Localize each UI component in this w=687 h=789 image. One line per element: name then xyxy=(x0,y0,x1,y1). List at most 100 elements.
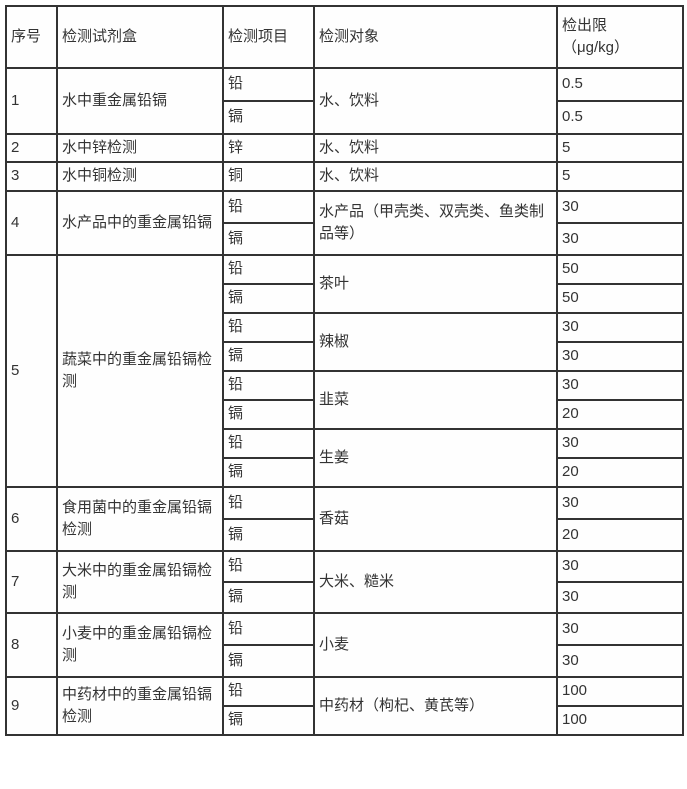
cell-item: 镉 xyxy=(222,705,315,736)
cell-seq: 6 xyxy=(5,486,58,552)
cell-item: 铅 xyxy=(222,370,315,401)
cell-kit-name: 水中锌检测 xyxy=(56,133,224,163)
table-row: 6 食用菌中的重金属铅镉检测 铅 香菇 30 xyxy=(5,486,684,552)
cell-item: 铅 xyxy=(222,312,315,343)
cell-seq: 8 xyxy=(5,612,58,678)
table-row: 7 大米中的重金属铅镉检测 铅 大米、糙米 30 xyxy=(5,550,684,614)
cell-item: 镉 xyxy=(222,341,315,372)
cell-limit: 20 xyxy=(556,457,684,488)
cell-limit: 0.5 xyxy=(556,67,684,102)
limit-header-unit: （μg/kg） xyxy=(562,39,629,56)
cell-item: 铅 xyxy=(222,254,315,285)
cell-limit: 30 xyxy=(556,644,684,678)
cell-item: 铜 xyxy=(222,161,315,192)
cell-limit: 30 xyxy=(556,370,684,401)
cell-target: 水、饮料 xyxy=(313,161,558,192)
cell-item: 镉 xyxy=(222,644,315,678)
cell-item: 铅 xyxy=(222,67,315,102)
cell-kit-name: 水产品中的重金属铅镉 xyxy=(56,190,224,256)
cell-limit: 30 xyxy=(556,341,684,372)
cell-item: 镉 xyxy=(222,100,315,135)
cell-item: 镉 xyxy=(222,283,315,314)
cell-limit: 5 xyxy=(556,133,684,163)
cell-limit: 100 xyxy=(556,676,684,707)
cell-target: 小麦 xyxy=(313,612,558,678)
cell-target: 茶叶 xyxy=(313,254,558,314)
table-row: 4 水产品中的重金属铅镉 铅 水产品（甲壳类、双壳类、鱼类制品等） 30 xyxy=(5,190,684,256)
table-row: 镉 30 xyxy=(6,341,684,372)
cell-limit: 20 xyxy=(556,518,684,552)
cell-limit: 100 xyxy=(556,705,684,736)
cell-item: 铅 xyxy=(222,428,315,459)
table-row: 铅 生姜 30 xyxy=(6,428,684,488)
table-row: 铅 辣椒 30 xyxy=(6,312,684,372)
cell-seq: 5 xyxy=(5,254,58,488)
cell-seq: 4 xyxy=(5,190,58,256)
cell-target: 辣椒 xyxy=(313,312,558,372)
cell-kit-name: 食用菌中的重金属铅镉检测 xyxy=(56,486,224,552)
cell-item: 镉 xyxy=(222,457,315,488)
cell-limit: 30 xyxy=(556,222,684,256)
cell-target: 水、饮料 xyxy=(313,67,558,135)
table-row: 镉 0.5 xyxy=(6,100,684,135)
table-row: 镉 30 xyxy=(6,644,684,678)
cell-target: 中药材（枸杞、黄芪等） xyxy=(313,676,558,736)
cell-target: 韭菜 xyxy=(313,370,558,430)
header-row: 序号 检测试剂盒 检测项目 检测对象 检出限 （μg/kg） xyxy=(5,5,684,69)
table-row: 3 水中铜检测 铜 水、饮料 5 xyxy=(5,161,684,192)
cell-item: 铅 xyxy=(222,676,315,707)
table-row: 镉 50 xyxy=(6,283,684,314)
col-header-item: 检测项目 xyxy=(222,5,315,69)
cell-item: 镉 xyxy=(222,222,315,256)
table-row: 镉 20 xyxy=(6,457,684,488)
cell-target: 水、饮料 xyxy=(313,133,558,163)
table-row: 镉 100 xyxy=(6,705,684,736)
cell-limit: 30 xyxy=(556,581,684,614)
table-row: 镉 30 xyxy=(6,222,684,256)
cell-limit: 20 xyxy=(556,399,684,430)
cell-limit: 30 xyxy=(556,550,684,583)
table-row: 2 水中锌检测 锌 水、饮料 5 xyxy=(5,133,684,163)
cell-item: 镉 xyxy=(222,581,315,614)
cell-seq: 3 xyxy=(5,161,58,192)
cell-limit: 30 xyxy=(556,428,684,459)
cell-limit: 5 xyxy=(556,161,684,192)
table-row: 8 小麦中的重金属铅镉检测 铅 小麦 30 xyxy=(5,612,684,678)
table-row: 镉 30 xyxy=(6,581,684,614)
table-row: 9 中药材中的重金属铅镉检测 铅 中药材（枸杞、黄芪等） 100 xyxy=(5,676,684,736)
cell-kit-name: 水中重金属铅镉 xyxy=(56,67,224,135)
cell-target: 水产品（甲壳类、双壳类、鱼类制品等） xyxy=(313,190,558,256)
cell-item: 铅 xyxy=(222,190,315,224)
cell-limit: 30 xyxy=(556,190,684,224)
col-header-target: 检测对象 xyxy=(313,5,558,69)
cell-item: 镉 xyxy=(222,518,315,552)
cell-seq: 2 xyxy=(5,133,58,163)
cell-kit-name: 蔬菜中的重金属铅镉检测 xyxy=(56,254,224,488)
cell-limit: 30 xyxy=(556,312,684,343)
cell-limit: 0.5 xyxy=(556,100,684,135)
cell-kit-name: 大米中的重金属铅镉检测 xyxy=(56,550,224,614)
cell-target: 生姜 xyxy=(313,428,558,488)
table-row: 镉 20 xyxy=(6,399,684,430)
col-header-limit: 检出限 （μg/kg） xyxy=(556,5,684,69)
detection-kits-table: 序号 检测试剂盒 检测项目 检测对象 检出限 （μg/kg） 1 水中重金属铅镉… xyxy=(5,5,684,736)
col-header-kit: 检测试剂盒 xyxy=(56,5,224,69)
table-row: 镉 20 xyxy=(6,518,684,552)
cell-item: 铅 xyxy=(222,550,315,583)
table-row: 1 水中重金属铅镉 铅 水、饮料 0.5 xyxy=(5,67,684,135)
cell-kit-name: 水中铜检测 xyxy=(56,161,224,192)
cell-target: 大米、糙米 xyxy=(313,550,558,614)
cell-target: 香菇 xyxy=(313,486,558,552)
cell-seq: 7 xyxy=(5,550,58,614)
cell-limit: 30 xyxy=(556,612,684,646)
limit-header-title: 检出限 xyxy=(562,16,608,34)
cell-seq: 1 xyxy=(5,67,58,135)
cell-item: 镉 xyxy=(222,399,315,430)
cell-kit-name: 中药材中的重金属铅镉检测 xyxy=(56,676,224,736)
col-header-seq: 序号 xyxy=(5,5,58,69)
cell-limit: 30 xyxy=(556,486,684,520)
table-row: 5 蔬菜中的重金属铅镉检测 铅 茶叶 50 xyxy=(5,254,684,488)
cell-limit: 50 xyxy=(556,283,684,314)
cell-item: 铅 xyxy=(222,612,315,646)
cell-kit-name: 小麦中的重金属铅镉检测 xyxy=(56,612,224,678)
